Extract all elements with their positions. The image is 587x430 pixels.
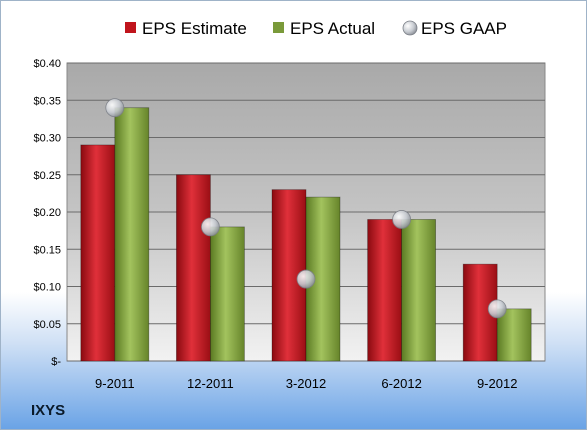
gaap-marker <box>487 299 507 319</box>
y-tick-label: $0.40 <box>33 58 61 70</box>
x-tick-label: 9-2011 <box>95 376 135 391</box>
gaap-marker <box>105 98 125 118</box>
bar-eps-actual <box>209 226 245 362</box>
bar-eps-actual <box>401 219 437 362</box>
legend-label: EPS GAAP <box>421 19 507 38</box>
bar-eps-actual <box>114 107 150 362</box>
gaap-marker <box>200 217 220 237</box>
x-tick-label: 6-2012 <box>381 376 421 391</box>
legend-swatch <box>273 22 284 33</box>
y-tick-label: $0.20 <box>33 207 61 219</box>
bar-eps-estimate <box>80 144 116 362</box>
y-tick-label: $- <box>51 356 61 368</box>
x-axis: 9-2011 12-2011 3-2012 6-2012 9-2012 <box>95 376 517 391</box>
gaap-markers <box>105 98 507 319</box>
y-tick-label: $0.05 <box>33 319 61 331</box>
gaap-marker <box>296 269 316 289</box>
y-axis: $- $0.05 $0.10 $0.15 $0.20 $0.25 $0.30 $0.35 $0.… <box>33 58 61 368</box>
y-tick-label: $0.35 <box>33 95 61 107</box>
y-tick-label: $0.30 <box>33 133 61 145</box>
legend: EPS Estimate EPS Actual EPS GAAP <box>125 19 507 38</box>
x-tick-label: 3-2012 <box>286 376 326 391</box>
bar-eps-estimate <box>175 174 211 362</box>
x-tick-label: 12-2011 <box>187 376 234 391</box>
company-label: IXYS <box>31 402 66 419</box>
x-tick-label: 9-2012 <box>477 376 517 391</box>
y-tick-label: $0.25 <box>33 170 61 182</box>
legend-swatch <box>402 20 418 36</box>
bar-eps-actual <box>496 308 532 362</box>
legend-label: EPS Actual <box>290 19 375 38</box>
y-tick-label: $0.10 <box>33 282 61 294</box>
gaap-marker <box>392 210 412 229</box>
y-tick-label: $0.15 <box>33 244 61 256</box>
legend-label: EPS Estimate <box>142 19 247 38</box>
bar-eps-estimate <box>367 219 403 362</box>
legend-swatch <box>125 22 136 33</box>
